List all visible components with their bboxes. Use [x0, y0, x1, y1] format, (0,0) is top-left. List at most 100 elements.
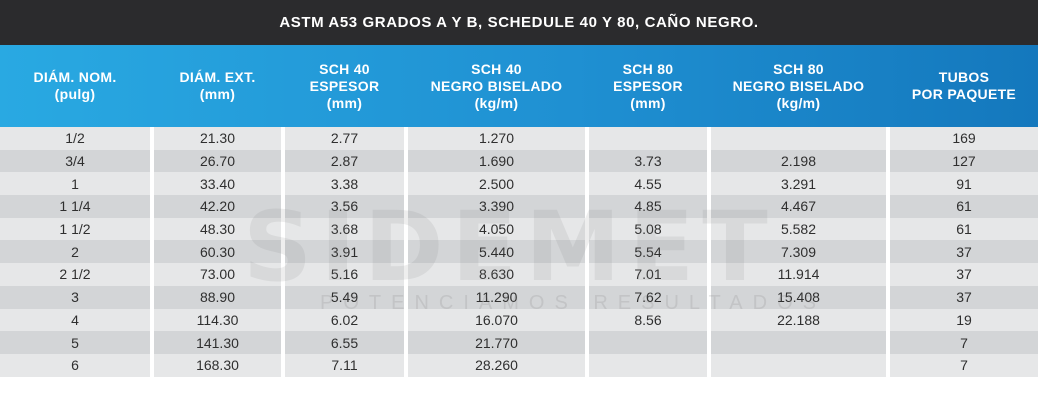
column-divider: [150, 172, 154, 196]
column-divider: [404, 353, 408, 377]
column-divider: [404, 285, 408, 309]
table-cell: 7: [890, 353, 1038, 377]
column-divider: [281, 149, 285, 173]
table-cell: 5.08: [589, 217, 707, 241]
table-cell: 26.70: [154, 149, 281, 173]
table-cell: 88.90: [154, 285, 281, 309]
table-cell: 7.62: [589, 285, 707, 309]
table-cell: 37: [890, 263, 1038, 286]
column-divider: [404, 217, 408, 241]
table-cell: [589, 127, 707, 150]
column-divider: [585, 353, 589, 377]
table-cell: 2.198: [711, 149, 886, 173]
table-cell: 3.73: [589, 149, 707, 173]
column-divider: [281, 195, 285, 218]
table-cell: 15.408: [711, 285, 886, 309]
table-cell: 11.290: [408, 285, 585, 309]
table-cell: 4.050: [408, 217, 585, 241]
table-row: 1 1/2 48.30 3.68 4.050 5.08 5.582 61: [0, 217, 1038, 241]
table-cell: 1.270: [408, 127, 585, 150]
table-cell: 3.38: [285, 172, 404, 196]
column-divider: [585, 240, 589, 264]
table-row: 3 88.90 5.49 11.290 7.62 15.408 37: [0, 285, 1038, 309]
column-divider: [404, 331, 408, 354]
table-title: ASTM A53 GRADOS A Y B, SCHEDULE 40 Y 80,…: [279, 14, 759, 31]
column-divider: [281, 217, 285, 241]
table-cell: 5.440: [408, 240, 585, 264]
header-tubos-por-paquete: TUBOS POR PAQUETE: [911, 69, 1017, 102]
column-divider: [404, 195, 408, 218]
column-divider: [585, 172, 589, 196]
header-diam-nom: DIÁM. NOM. (pulg): [33, 69, 117, 102]
column-divider: [281, 353, 285, 377]
column-divider: [585, 308, 589, 332]
column-divider: [585, 149, 589, 173]
column-divider: [585, 331, 589, 354]
header-sch80-espesor: SCH 80 ESPESOR (mm): [613, 60, 683, 111]
column-divider: [886, 308, 890, 332]
table-cell: 5.54: [589, 240, 707, 264]
column-divider: [150, 217, 154, 241]
column-divider: [707, 353, 711, 377]
table-cell: 4.467: [711, 195, 886, 218]
column-divider: [707, 240, 711, 264]
column-divider: [150, 285, 154, 309]
table-cell: 2: [0, 240, 150, 264]
column-divider: [281, 285, 285, 309]
column-divider: [281, 127, 285, 150]
column-divider: [585, 195, 589, 218]
column-divider: [585, 263, 589, 286]
column-divider: [707, 195, 711, 218]
column-divider: [886, 353, 890, 377]
table-cell: 3.68: [285, 217, 404, 241]
table-cell: 2 1/2: [0, 263, 150, 286]
table-cell: 127: [890, 149, 1038, 173]
table-cell: 6.02: [285, 308, 404, 332]
column-divider: [404, 172, 408, 196]
table-cell: 48.30: [154, 217, 281, 241]
table-cell: 11.914: [711, 263, 886, 286]
table-cell: 3.56: [285, 195, 404, 218]
column-divider: [404, 127, 408, 150]
column-divider: [707, 285, 711, 309]
table-row: 5 141.30 6.55 21.770 7: [0, 331, 1038, 354]
column-divider: [585, 217, 589, 241]
table-cell: [589, 353, 707, 377]
column-divider: [886, 263, 890, 286]
header-diam-ext: DIÁM. EXT. (mm): [179, 69, 256, 102]
column-divider: [707, 217, 711, 241]
table-cell: [711, 127, 886, 150]
table-cell: 37: [890, 240, 1038, 264]
column-divider: [150, 331, 154, 354]
column-divider: [404, 149, 408, 173]
table-cell: 1.690: [408, 149, 585, 173]
table-cell: 22.188: [711, 308, 886, 332]
table-cell: 8.56: [589, 308, 707, 332]
column-divider: [886, 285, 890, 309]
table-cell: 114.30: [154, 308, 281, 332]
column-divider: [150, 149, 154, 173]
table-cell: 7.01: [589, 263, 707, 286]
table-cell: [589, 331, 707, 354]
table-cell: 60.30: [154, 240, 281, 264]
column-divider: [150, 127, 154, 150]
table-cell: 5.582: [711, 217, 886, 241]
table-cell: 7.309: [711, 240, 886, 264]
table-cell: 42.20: [154, 195, 281, 218]
table-cell: 5.16: [285, 263, 404, 286]
table-cell: 4: [0, 308, 150, 332]
table-cell: 21.30: [154, 127, 281, 150]
table-row: 1/2 21.30 2.77 1.270 169: [0, 127, 1038, 150]
column-divider: [150, 353, 154, 377]
table-cell: 3: [0, 285, 150, 309]
table-row: 4 114.30 6.02 16.070 8.56 22.188 19: [0, 308, 1038, 332]
column-divider: [886, 149, 890, 173]
header-sch40-espesor: SCH 40 ESPESOR (mm): [309, 60, 380, 111]
table-cell: 37: [890, 285, 1038, 309]
table-cell: 7.11: [285, 353, 404, 377]
table-row: 1 1/4 42.20 3.56 3.390 4.85 4.467 61: [0, 195, 1038, 218]
table-cell: 2.87: [285, 149, 404, 173]
table-body: 1/2 21.30 2.77 1.270 169 3/4 26.70 2.87 1.690 3.7…: [0, 127, 1038, 377]
column-divider: [886, 217, 890, 241]
column-divider: [150, 240, 154, 264]
